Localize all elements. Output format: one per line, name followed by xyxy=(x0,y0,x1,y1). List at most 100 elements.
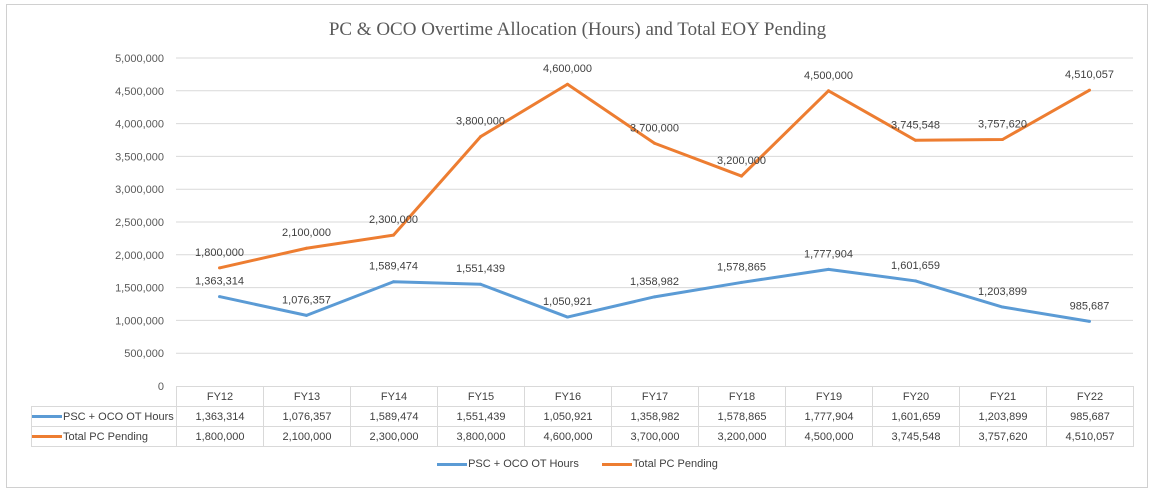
data-label: 1,589,474 xyxy=(369,261,418,273)
series-1-name: PSC + OCO OT Hours xyxy=(63,410,174,423)
data-point xyxy=(1001,138,1004,142)
data-table-cell: 4,600,000 xyxy=(524,426,612,447)
data-label: 1,578,865 xyxy=(717,261,766,273)
data-table: FY12 FY13 FY14 FY15 FY16 FY17 FY18 FY19 FY20 FY21… xyxy=(31,386,1134,447)
data-table-cell: 3,757,620 xyxy=(959,426,1047,447)
y-tick-label: 2,500,000 xyxy=(115,217,164,229)
data-point xyxy=(914,279,917,283)
x-tick-label: FY19 xyxy=(785,386,873,407)
data-table-row-series-2: Total PC Pending 1,800,000 2,100,000 2,300… xyxy=(31,426,1134,447)
data-label: 3,745,548 xyxy=(891,119,940,131)
legend: PSC + OCO OT Hours Total PC Pending xyxy=(0,458,1155,470)
data-point xyxy=(392,280,395,284)
x-tick-label: FY15 xyxy=(437,386,525,407)
data-point xyxy=(1088,88,1091,92)
data-label: 3,200,000 xyxy=(717,155,766,167)
data-point xyxy=(827,89,830,93)
y-tick-label: 5,000,000 xyxy=(115,53,164,65)
legend-swatch-series-2 xyxy=(601,462,632,466)
data-table-cell: 1,358,982 xyxy=(611,406,699,427)
data-table-cell: 1,551,439 xyxy=(437,406,525,427)
y-tick-label: 2,000,000 xyxy=(115,250,164,262)
data-table-cell: 1,203,899 xyxy=(959,406,1047,427)
data-label: 2,300,000 xyxy=(369,214,418,226)
data-label: 4,600,000 xyxy=(543,63,592,75)
y-tick-label: 500,000 xyxy=(124,348,164,360)
series-2-swatch xyxy=(32,435,62,439)
data-label: 1,800,000 xyxy=(195,247,244,259)
data-point xyxy=(392,233,395,237)
x-tick-label: FY18 xyxy=(698,386,786,407)
data-table-cell: 2,300,000 xyxy=(350,426,438,447)
y-tick-label: 3,500,000 xyxy=(115,151,164,163)
data-table-cell: 2,100,000 xyxy=(263,426,351,447)
data-point xyxy=(1001,305,1004,309)
data-label: 1,601,659 xyxy=(891,260,940,272)
data-label: 1,777,904 xyxy=(804,248,853,260)
data-point xyxy=(566,82,569,86)
data-table-cell: 1,589,474 xyxy=(350,406,438,427)
data-label: 3,757,620 xyxy=(978,119,1027,131)
data-point xyxy=(827,267,830,271)
data-point xyxy=(653,141,656,145)
data-table-cell: 4,500,000 xyxy=(785,426,873,447)
y-tick-label: 1,500,000 xyxy=(115,283,164,295)
data-point xyxy=(305,246,308,250)
data-point xyxy=(740,280,743,284)
data-table-cell: 3,800,000 xyxy=(437,426,525,447)
series-lines xyxy=(218,82,1091,323)
y-tick-label: 3,000,000 xyxy=(115,184,164,196)
data-label: 1,363,314 xyxy=(195,276,244,288)
legend-label-series-1: PSC + OCO OT Hours xyxy=(468,458,579,470)
y-tick-label: 4,000,000 xyxy=(115,119,164,131)
data-label: 1,203,899 xyxy=(978,286,1027,298)
series-2-name: Total PC Pending xyxy=(63,430,148,443)
data-table-cell: 1,777,904 xyxy=(785,406,873,427)
data-table-cell: 1,363,314 xyxy=(176,406,264,427)
legend-item-series-1[interactable]: PSC + OCO OT Hours xyxy=(437,458,579,470)
chart-title: PC & OCO Overtime Allocation (Hours) and… xyxy=(328,19,827,40)
data-table-cell: 3,200,000 xyxy=(698,426,786,447)
data-label: 1,551,439 xyxy=(456,263,505,275)
data-point xyxy=(914,138,917,142)
legend-item-series-2[interactable]: Total PC Pending xyxy=(601,458,718,470)
data-table-cell: 1,076,357 xyxy=(263,406,351,427)
data-point xyxy=(218,295,221,299)
data-point xyxy=(218,266,221,270)
data-table-header-row: FY12 FY13 FY14 FY15 FY16 FY17 FY18 FY19 FY20 FY21… xyxy=(31,386,1134,407)
y-tick-label: 4,500,000 xyxy=(115,86,164,98)
x-tick-label: FY13 xyxy=(263,386,351,407)
data-table-corner xyxy=(31,386,177,407)
data-point xyxy=(566,315,569,319)
data-table-cell: 4,510,057 xyxy=(1046,426,1134,447)
x-tick-label: FY22 xyxy=(1046,386,1134,407)
data-label: 2,100,000 xyxy=(282,227,331,239)
data-label: 1,358,982 xyxy=(630,276,679,288)
series-line-2 xyxy=(219,82,1091,270)
data-point xyxy=(1088,319,1091,323)
data-table-cell: 1,578,865 xyxy=(698,406,786,427)
legend-label-series-2: Total PC Pending xyxy=(632,458,718,470)
data-table-cell: 1,050,921 xyxy=(524,406,612,427)
data-table-series-label: PSC + OCO OT Hours xyxy=(31,406,177,427)
series-1-swatch xyxy=(32,415,62,419)
data-point xyxy=(479,135,482,139)
x-tick-label: FY16 xyxy=(524,386,612,407)
x-tick-label: FY20 xyxy=(872,386,960,407)
data-label: 4,500,000 xyxy=(804,70,853,82)
data-labels: 1,363,314 1,076,357 1,589,474 1,551,439 1,05… xyxy=(195,63,1114,312)
legend-swatch-series-1 xyxy=(437,462,468,466)
data-table-row-series-1: PSC + OCO OT Hours 1,363,314 1,076,357 1,5… xyxy=(31,406,1134,427)
x-tick-label: FY14 xyxy=(350,386,438,407)
data-point xyxy=(653,295,656,299)
x-tick-label: FY12 xyxy=(176,386,264,407)
data-label: 3,800,000 xyxy=(456,116,505,128)
data-table-cell: 1,601,659 xyxy=(872,406,960,427)
data-table-series-label: Total PC Pending xyxy=(31,426,177,447)
y-axis-ticks: 0500,0001,000,0001,500,0002,000,0002,500… xyxy=(115,53,164,393)
data-table-cell: 985,687 xyxy=(1046,406,1134,427)
data-label: 985,687 xyxy=(1070,300,1110,312)
data-table-cell: 3,745,548 xyxy=(872,426,960,447)
y-tick-label: 1,000,000 xyxy=(115,315,164,327)
data-point xyxy=(305,313,308,317)
